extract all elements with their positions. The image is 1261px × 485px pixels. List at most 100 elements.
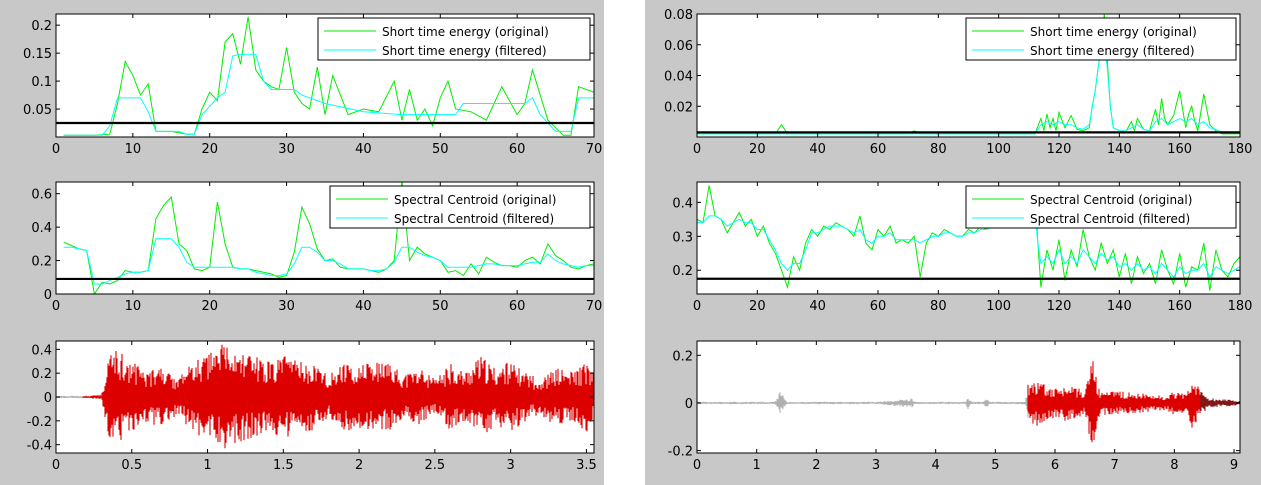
x-tick-label: 0 (52, 299, 60, 314)
y-tick-label: 0.06 (664, 39, 693, 54)
x-tick-label: 9 (1230, 458, 1238, 473)
x-tick-label: 120 (1047, 299, 1072, 314)
series-line-filtered (697, 215, 1240, 279)
x-tick-label: 160 (1167, 142, 1192, 157)
legend-label: Spectral Centroid (original) (394, 193, 556, 207)
y-tick-label: 0.2 (672, 264, 693, 279)
x-tick-label: 40 (355, 142, 372, 157)
x-tick-label: 180 (1228, 142, 1253, 157)
y-tick-label: 0.15 (23, 47, 52, 62)
legend-box (965, 185, 1237, 229)
y-tick-label: -0.2 (668, 445, 693, 460)
axes-frame (55, 181, 595, 295)
legend-label: Spectral Centroid (filtered) (394, 212, 554, 226)
legend: Spectral Centroid (original) Spectral Cen… (329, 185, 591, 229)
legend-label: Spectral Centroid (original) (1030, 193, 1192, 207)
chart-1: 0 10 20 30 40 50 60 70 0.05 0.1 0.15 0.2 Short time … (23, 13, 603, 157)
axes-frame (696, 181, 1241, 295)
chart-3: 0 10 20 30 40 50 60 70 0 0.2 0.4 0.6 Spectral Centro… (31, 181, 602, 314)
x-tick-label: 160 (1167, 299, 1192, 314)
y-tick-label: 0.1 (31, 75, 52, 90)
y-tick-label: 0.3 (672, 230, 693, 245)
y-tick-label: 0.2 (31, 367, 52, 382)
x-tick-label: 50 (432, 299, 449, 314)
y-tick-label: 0.2 (31, 255, 52, 270)
legend: Short time energy (original) Short time e… (965, 17, 1237, 61)
x-tick-label: 8 (1170, 458, 1178, 473)
series-line-filtered (63, 53, 594, 136)
x-tick-label: 10 (125, 142, 142, 157)
x-tick-label: 80 (930, 142, 947, 157)
legend-label: Short time energy (filtered) (1030, 44, 1195, 58)
axes-frame (696, 340, 1241, 454)
y-tick-label: -0.2 (27, 415, 52, 430)
y-tick-label: 0 (685, 397, 693, 412)
legend-label: Short time energy (original) (382, 25, 549, 39)
y-tick-label: 0 (44, 391, 52, 406)
legend-label: Short time energy (filtered) (382, 44, 547, 58)
y-tick-label: 0.05 (23, 103, 52, 118)
x-tick-label: 0 (693, 142, 701, 157)
x-tick-label: 40 (809, 299, 826, 314)
plot-area (56, 344, 594, 449)
y-tick-label: 0.02 (664, 100, 693, 115)
plot-area (697, 14, 1240, 135)
x-tick-label: 3 (507, 458, 515, 473)
x-tick-label: 2.5 (425, 458, 446, 473)
x-tick-label: 50 (432, 142, 449, 157)
x-tick-label: 140 (1107, 142, 1132, 157)
waveform-segment-speech (82, 344, 594, 449)
legend-box (329, 185, 591, 229)
chart-6: 0 1 2 3 4 5 6 7 8 9-0.200.2 (668, 340, 1241, 473)
y-tick-label: 0.2 (31, 19, 52, 34)
x-tick-label: 7 (1111, 458, 1119, 473)
y-tick-label: 0.6 (31, 188, 52, 203)
y-tick-label: 0.04 (664, 70, 693, 85)
x-tick-label: 5 (991, 458, 999, 473)
y-tick-label: 0.4 (31, 343, 52, 358)
x-tick-label: 60 (509, 142, 526, 157)
x-tick-label: 70 (586, 142, 603, 157)
x-tick-label: 80 (930, 299, 947, 314)
series-line-filtered (697, 43, 1240, 135)
x-tick-label: 20 (749, 299, 766, 314)
x-tick-label: 4 (932, 458, 940, 473)
plot-area (697, 361, 1240, 443)
x-tick-label: 3.5 (576, 458, 597, 473)
x-tick-label: 30 (278, 142, 295, 157)
x-tick-label: 1 (753, 458, 761, 473)
x-tick-label: 2 (812, 458, 820, 473)
x-tick-label: 10 (125, 299, 142, 314)
y-tick-label: 0.2 (672, 349, 693, 364)
x-tick-label: 20 (201, 142, 218, 157)
legend-box (317, 17, 591, 61)
x-tick-label: 3 (872, 458, 880, 473)
plot-area (56, 16, 594, 136)
x-tick-label: 20 (749, 142, 766, 157)
x-tick-label: 60 (870, 299, 887, 314)
x-tick-label: 30 (278, 299, 295, 314)
x-tick-label: 40 (809, 142, 826, 157)
x-tick-label: 20 (201, 299, 218, 314)
y-tick-label: 0.4 (672, 196, 693, 211)
x-tick-label: 120 (1047, 142, 1072, 157)
x-tick-label: 0 (52, 458, 60, 473)
y-tick-label: 0.08 (664, 8, 693, 23)
x-tick-label: 0 (693, 299, 701, 314)
x-tick-label: 1 (203, 458, 211, 473)
x-tick-label: 60 (870, 142, 887, 157)
chart-2: 0 20 40 60 80 100 120 140 160 180 0.02 0.04 0.06 0.08… (664, 8, 1252, 157)
x-tick-label: 100 (986, 299, 1011, 314)
x-tick-label: 140 (1107, 299, 1132, 314)
axes-frame (55, 13, 595, 138)
y-tick-label: -0.4 (27, 439, 52, 454)
x-tick-label: 40 (355, 299, 372, 314)
series-line-original (697, 185, 1240, 291)
plot-area (697, 185, 1240, 291)
legend: Short time energy (original) Short time e… (317, 17, 591, 61)
legend-label: Short time energy (original) (1030, 25, 1197, 39)
legend-box (965, 17, 1237, 61)
y-tick-label: 0.4 (31, 221, 52, 236)
